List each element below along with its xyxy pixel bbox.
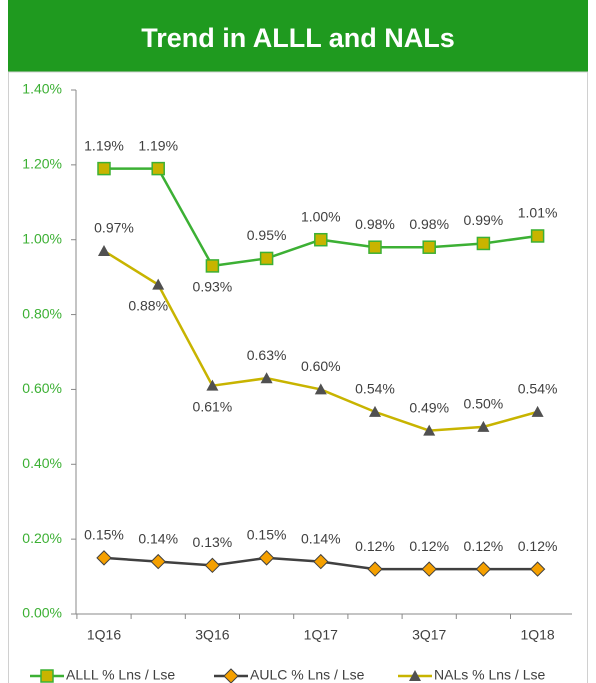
x-tick-label: 3Q17 xyxy=(412,627,446,643)
point-marker xyxy=(367,561,383,577)
x-tick-label: 1Q18 xyxy=(520,627,554,643)
data-label: 0.99% xyxy=(464,212,504,228)
point-marker xyxy=(477,420,490,432)
frame xyxy=(8,71,588,683)
y-tick-label: 1.40% xyxy=(22,81,62,97)
data-label: 0.15% xyxy=(84,527,124,543)
point-marker xyxy=(206,379,219,391)
data-label: 0.54% xyxy=(518,381,558,397)
point-marker xyxy=(150,553,166,570)
chart-title: Trend in ALLL and NALs xyxy=(141,23,455,53)
point-marker xyxy=(531,405,544,417)
data-label: 1.00% xyxy=(301,208,341,224)
point-marker xyxy=(421,561,437,577)
point-marker xyxy=(97,161,111,176)
point-marker xyxy=(260,372,273,384)
header-bar xyxy=(8,0,588,72)
point-marker xyxy=(259,251,274,266)
data-label: 1.19% xyxy=(138,137,178,153)
point-marker xyxy=(96,550,112,566)
data-label: 0.93% xyxy=(193,279,233,295)
point-marker xyxy=(152,278,165,290)
point-marker xyxy=(529,561,546,577)
data-label: 0.12% xyxy=(518,538,558,554)
data-label: 0.54% xyxy=(355,381,395,397)
point-marker xyxy=(476,236,491,251)
data-label: 0.63% xyxy=(247,347,287,363)
point-marker xyxy=(151,161,165,176)
data-label: 0.13% xyxy=(193,534,233,550)
legend-label: NALs % Lns / Lse xyxy=(434,667,545,683)
point-marker xyxy=(313,553,329,570)
x-tick-label: 1Q16 xyxy=(87,627,121,643)
point-marker xyxy=(98,244,110,256)
point-marker xyxy=(258,550,275,566)
point-marker xyxy=(314,383,327,395)
legend-label: AULC % Lns / Lse xyxy=(250,667,365,683)
data-label: 0.98% xyxy=(409,216,449,232)
data-label: 0.50% xyxy=(464,396,504,412)
y-tick-label: 0.20% xyxy=(22,530,62,546)
point-marker xyxy=(422,240,436,254)
legend-marker xyxy=(223,668,239,683)
data-label: 0.12% xyxy=(355,538,395,554)
y-tick-label: 0.60% xyxy=(22,380,62,396)
point-marker xyxy=(369,405,381,417)
point-marker xyxy=(368,240,382,254)
point-marker xyxy=(314,232,328,247)
y-tick-label: 0.40% xyxy=(22,455,62,471)
data-label: 1.01% xyxy=(518,205,558,221)
data-label: 0.14% xyxy=(301,530,341,546)
y-tick-label: 1.20% xyxy=(22,156,62,172)
data-label: 0.12% xyxy=(409,538,449,554)
point-marker xyxy=(530,229,545,243)
data-label: 0.95% xyxy=(247,227,287,243)
data-label: 0.88% xyxy=(128,297,168,313)
data-label: 1.19% xyxy=(84,137,124,153)
data-label: 0.12% xyxy=(464,538,504,554)
data-label: 0.60% xyxy=(301,358,341,374)
x-tick-label: 1Q17 xyxy=(304,627,338,643)
point-marker xyxy=(205,259,220,273)
data-label: 0.97% xyxy=(94,220,134,236)
data-label: 0.61% xyxy=(193,398,233,414)
data-label: 0.15% xyxy=(247,527,287,543)
data-label: 0.98% xyxy=(355,216,395,232)
y-tick-label: 0.80% xyxy=(22,305,62,321)
legend-marker xyxy=(40,669,54,683)
x-tick-label: 3Q16 xyxy=(195,627,229,643)
y-tick-label: 0.00% xyxy=(22,605,62,621)
point-marker xyxy=(475,561,492,577)
point-marker xyxy=(423,424,436,436)
y-tick-label: 1.00% xyxy=(22,230,62,246)
data-label: 0.49% xyxy=(409,399,449,415)
legend-label: ALLL % Lns / Lse xyxy=(66,667,175,683)
data-label: 0.14% xyxy=(138,530,178,546)
legend-marker xyxy=(409,670,421,681)
point-marker xyxy=(204,557,221,574)
